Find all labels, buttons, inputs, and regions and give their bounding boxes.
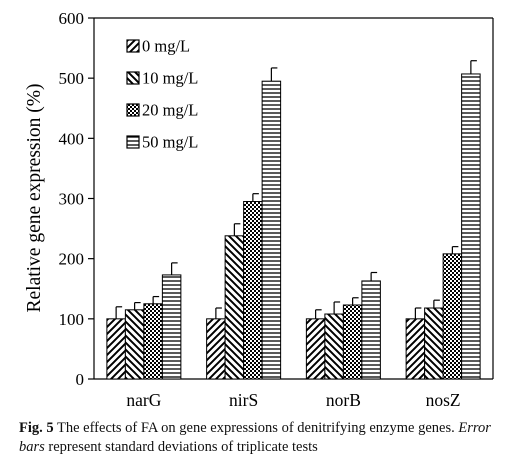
legend-label: 50 mg/L (142, 133, 198, 152)
bar-narG-0 (106, 318, 126, 380)
caption-italic: Error bars (19, 420, 491, 455)
bar-nosZ-2 (442, 253, 463, 380)
x-tick-label: norB (326, 390, 361, 410)
plot-area: 0 100 200 300 400 500 600 narG nirS norB nosZ 0 mg/… (59, 9, 494, 410)
caption-label: Fig. 5 (19, 420, 54, 436)
y-tick-label: 200 (59, 250, 85, 269)
y-tick-label: 600 (59, 9, 85, 28)
caption-text: The effects of FA on gene expressions of… (57, 420, 455, 436)
bar-narG-1 (124, 309, 145, 380)
legend-swatch (126, 135, 140, 149)
legend-label: 20 mg/L (142, 101, 198, 120)
y-tick-label: 400 (59, 129, 85, 148)
y-tick-label: 300 (59, 190, 85, 209)
legend-swatch (126, 39, 140, 53)
caption-text-end: represent standard deviations of triplic… (48, 439, 318, 455)
bar-narG-3 (161, 274, 182, 380)
bar-nirS-3 (261, 80, 282, 380)
x-tick-label: nirS (229, 390, 258, 410)
legend-swatch (126, 71, 140, 85)
figure-caption: Fig. 5 The effects of FA on gene express… (19, 419, 499, 457)
bar-nirS-1 (224, 235, 245, 380)
bar-nirS-0 (206, 318, 226, 380)
y-tick-label: 500 (59, 69, 85, 88)
bar-norB-3 (361, 280, 381, 380)
bar-narG-2 (143, 303, 163, 380)
y-tick-label: 0 (76, 370, 85, 389)
legend-label: 10 mg/L (142, 69, 198, 88)
bar-nosZ-1 (424, 307, 444, 380)
legend-swatch (126, 103, 140, 117)
legend-label: 0 mg/L (142, 37, 190, 56)
bar-chart: 0 100 200 300 400 500 600 narG nirS norB nosZ 0 mg/… (24, 9, 494, 410)
bar-norB-2 (342, 304, 363, 380)
x-tick-label: narG (126, 390, 161, 410)
y-axis-label: Relative gene expression (%) (24, 83, 45, 312)
y-tick-label: 100 (59, 310, 85, 329)
bar-nirS-2 (243, 201, 263, 380)
bar-nosZ-3 (461, 73, 481, 380)
bar-norB-1 (324, 313, 344, 380)
bar-nosZ-0 (405, 318, 426, 380)
x-tick-label: nosZ (426, 390, 461, 410)
bar-norB-0 (305, 318, 326, 380)
